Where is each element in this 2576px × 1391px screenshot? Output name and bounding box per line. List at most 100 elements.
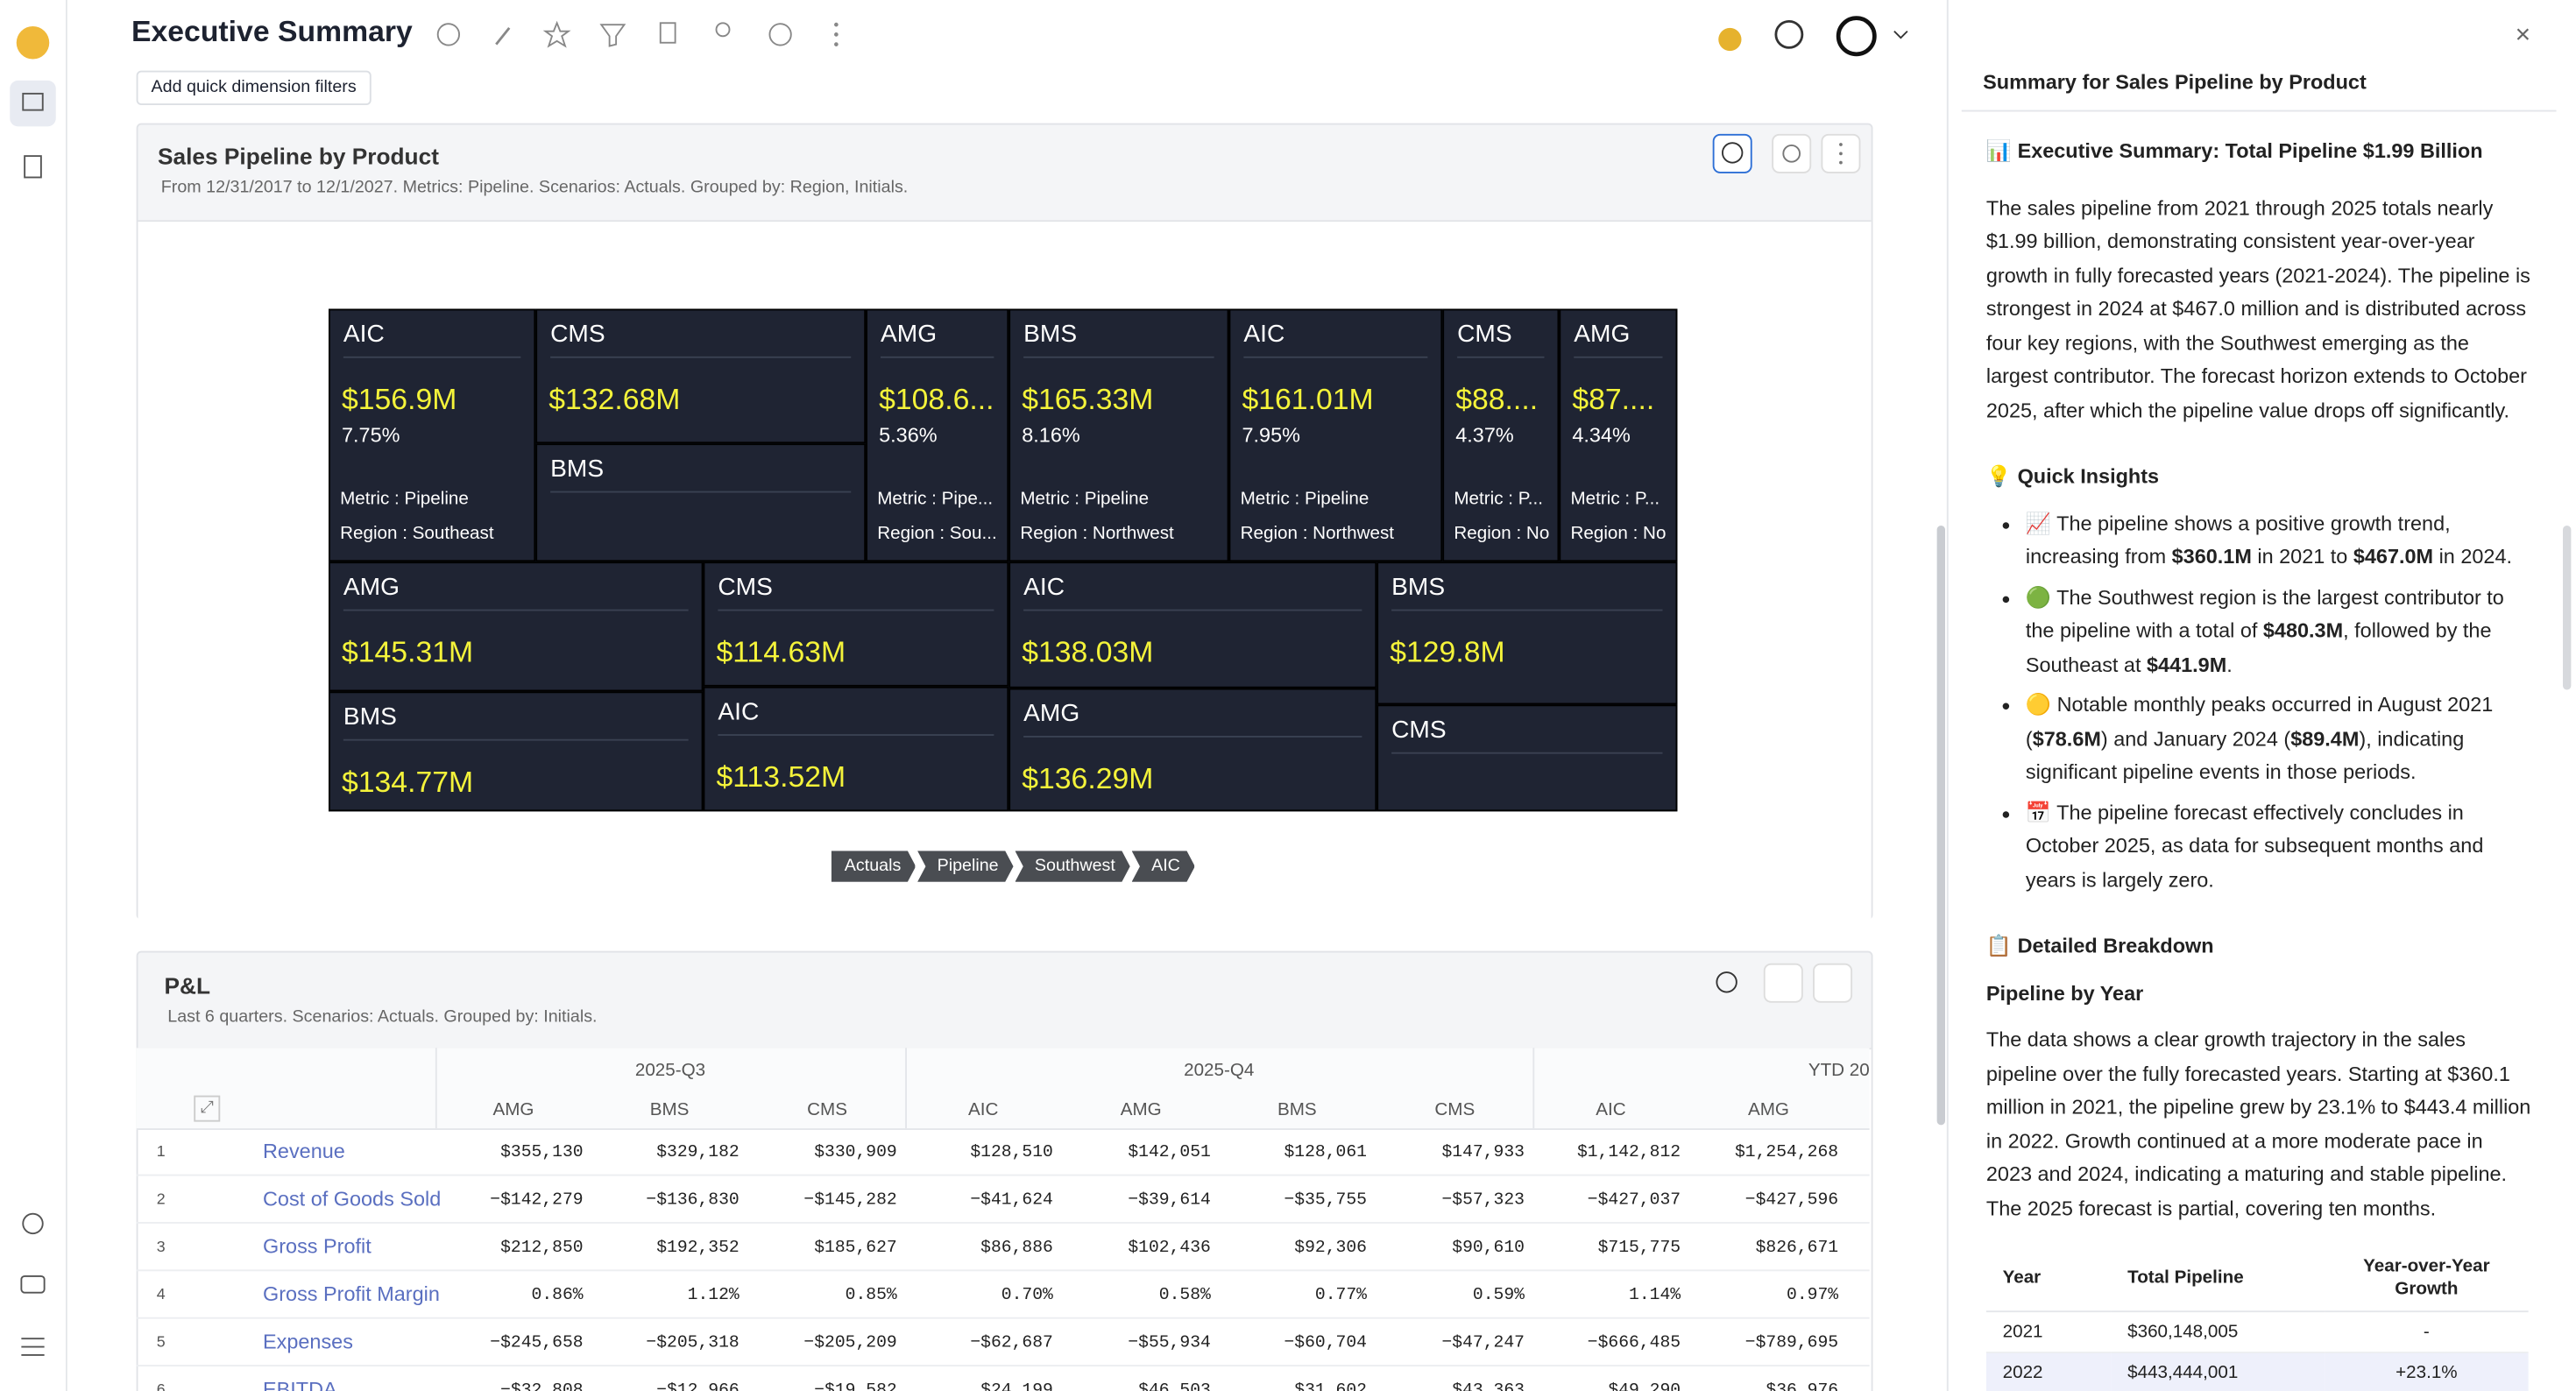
treemap-tile[interactable]: BMS $165.33M 8.16% Metric : Pipeline Region … bbox=[1008, 308, 1229, 562]
subheading: Pipeline by Year bbox=[1985, 981, 2144, 1005]
cell: $1,254,268 bbox=[1734, 1143, 1839, 1163]
treemap-tile[interactable]: BMS $129.8M bbox=[1376, 561, 1678, 705]
filter-icon[interactable] bbox=[599, 24, 626, 47]
nav-storage[interactable] bbox=[20, 1274, 46, 1294]
treemap-tile[interactable]: AMG $108.6... 5.36% Metric : Pipe... Region … bbox=[866, 308, 1009, 562]
tile-value: $132.68M bbox=[548, 382, 681, 416]
nav-dashboards[interactable] bbox=[10, 80, 56, 127]
summary-panel: Summary for Sales Pipeline by Product × … bbox=[1946, 0, 2576, 1391]
tile-label: AIC bbox=[1243, 317, 1428, 358]
treemap-tile[interactable]: AIC $138.03M bbox=[1008, 561, 1377, 688]
tile-percent: 7.75% bbox=[342, 423, 400, 447]
row-name[interactable]: EBITDA bbox=[263, 1378, 337, 1391]
card-subtitle: Last 6 quarters. Scenarios: Actuals. Gro… bbox=[167, 1006, 598, 1027]
comment-icon[interactable] bbox=[768, 23, 792, 46]
nav-data[interactable] bbox=[22, 1212, 44, 1235]
tile-label: BMS bbox=[343, 700, 689, 741]
row-divider bbox=[136, 1269, 1870, 1272]
row-name[interactable]: Cost of Goods Sold bbox=[263, 1187, 442, 1211]
tile-label: AIC bbox=[1023, 570, 1362, 611]
cell: −$35,755 bbox=[1284, 1190, 1367, 1211]
column-divider bbox=[435, 1048, 437, 1129]
treemap-tile[interactable]: AIC $161.01M 7.95% Metric : Pipeline Region … bbox=[1228, 308, 1443, 562]
header-cell: Total Pipeline bbox=[2111, 1245, 2325, 1313]
tile-label: BMS bbox=[1023, 317, 1214, 358]
nav-reports[interactable] bbox=[24, 155, 42, 179]
table-cell: 2022 bbox=[1985, 1352, 2112, 1391]
tile-label: AMG bbox=[1574, 317, 1663, 358]
cell: −$12,966 bbox=[591, 1381, 740, 1391]
treemap-tile[interactable]: CMS $114.63M bbox=[703, 561, 1009, 687]
row-name[interactable]: Gross Profit bbox=[263, 1235, 372, 1259]
tile-label: AIC bbox=[718, 695, 994, 736]
breadcrumb-item[interactable]: Pipeline bbox=[917, 851, 1013, 882]
cell: −$19,582 bbox=[749, 1381, 897, 1391]
table-header: Year Total Pipeline Year-over-Year Growth bbox=[1985, 1245, 2529, 1313]
treemap-tile[interactable]: AMG $87.... 4.34% Metric : P... Region : No bbox=[1559, 308, 1678, 562]
cell: $102,436 bbox=[1128, 1238, 1211, 1259]
settings-button[interactable] bbox=[1763, 963, 1803, 1003]
treemap-tile[interactable]: BMS bbox=[535, 443, 867, 562]
info-icon[interactable] bbox=[436, 23, 460, 46]
breadcrumb-item[interactable]: Actuals bbox=[832, 851, 916, 882]
row-number: 1 bbox=[156, 1143, 166, 1162]
row-name[interactable]: Expenses bbox=[263, 1330, 353, 1353]
tile-value: $129.8M bbox=[1390, 635, 1505, 669]
treemap-tile[interactable]: AIC $113.52M bbox=[703, 686, 1009, 812]
top-right-icons bbox=[1718, 16, 1908, 57]
treemap-tile[interactable]: AMG $136.29M bbox=[1008, 688, 1377, 812]
panel-content: 📊 Executive Summary: Total Pipeline $1.9… bbox=[1985, 135, 2533, 1391]
row-name[interactable]: Revenue bbox=[263, 1140, 345, 1163]
ai-summary-button[interactable] bbox=[1712, 133, 1752, 173]
cell: 0.59% bbox=[1472, 1286, 1525, 1306]
treemap-tile[interactable]: CMS bbox=[1376, 704, 1678, 812]
insight: 📅 The pipeline forecast effectively conc… bbox=[2026, 795, 2533, 896]
cell: $43,363 bbox=[1376, 1381, 1525, 1391]
column-group: YTD 20 bbox=[1808, 1061, 1870, 1081]
treemap-tile[interactable]: BMS $134.77M bbox=[329, 691, 704, 812]
cell: $90,610 bbox=[1452, 1238, 1525, 1259]
attach-icon[interactable] bbox=[495, 26, 511, 46]
more-button[interactable] bbox=[1813, 963, 1853, 1003]
tile-label: AIC bbox=[343, 317, 521, 358]
menu-caret[interactable] bbox=[1893, 30, 1908, 39]
nav-settings[interactable] bbox=[21, 1338, 45, 1356]
settings-button[interactable] bbox=[1772, 133, 1812, 173]
tile-percent: 7.95% bbox=[1242, 423, 1300, 447]
column-group: 2025-Q3 bbox=[634, 1061, 706, 1081]
row-name[interactable]: Gross Profit Margin bbox=[263, 1282, 440, 1306]
insight: 📈 The pipeline shows a positive growth t… bbox=[2026, 506, 2533, 574]
treemap-tile[interactable]: CMS $88.... 4.37% Metric : P... Region : No bbox=[1442, 308, 1560, 562]
cell: 1.14% bbox=[1629, 1286, 1681, 1306]
column-divider bbox=[1532, 1048, 1535, 1129]
breadcrumb-item[interactable]: Southwest bbox=[1015, 851, 1129, 882]
treemap-tile[interactable]: AIC $156.9M 7.75% Metric : Pipeline Region :… bbox=[329, 308, 536, 562]
sidebar bbox=[0, 0, 67, 1391]
insight: 🟡 Notable monthly peaks occurred in Augu… bbox=[2026, 688, 2533, 789]
cell: $24,199 bbox=[905, 1381, 1053, 1391]
treemap-tile[interactable]: AMG $145.31M bbox=[329, 561, 704, 692]
cell: −$39,614 bbox=[1128, 1190, 1211, 1211]
close-button[interactable]: × bbox=[2515, 21, 2531, 50]
cell: $142,051 bbox=[1128, 1143, 1211, 1163]
avatar[interactable] bbox=[1836, 16, 1877, 57]
tile-label: BMS bbox=[1391, 570, 1663, 611]
tile-percent: 4.37% bbox=[1455, 423, 1514, 447]
filter-button[interactable]: Add quick dimension filters bbox=[136, 70, 372, 105]
cell: 0.58% bbox=[1158, 1286, 1211, 1306]
treemap-tile[interactable]: CMS $132.68M bbox=[535, 308, 867, 444]
cell: $330,909 bbox=[814, 1143, 897, 1163]
tile-label: CMS bbox=[550, 317, 852, 358]
star-icon[interactable] bbox=[542, 20, 571, 48]
copy-icon[interactable] bbox=[659, 22, 676, 44]
assistant-icon[interactable] bbox=[1774, 19, 1804, 49]
share-icon[interactable] bbox=[715, 22, 731, 38]
cell: −$47,247 bbox=[1441, 1333, 1525, 1354]
insight-text: ) and January 2024 ( bbox=[2100, 726, 2291, 750]
card-actions bbox=[1712, 133, 1861, 173]
row-divider bbox=[136, 1174, 1870, 1176]
breadcrumb-item[interactable]: AIC bbox=[1132, 851, 1195, 882]
cell: $355,130 bbox=[500, 1143, 584, 1163]
table-row: 2021 $360,148,005- bbox=[1985, 1311, 2529, 1353]
ai-summary-button[interactable] bbox=[1716, 971, 1737, 993]
